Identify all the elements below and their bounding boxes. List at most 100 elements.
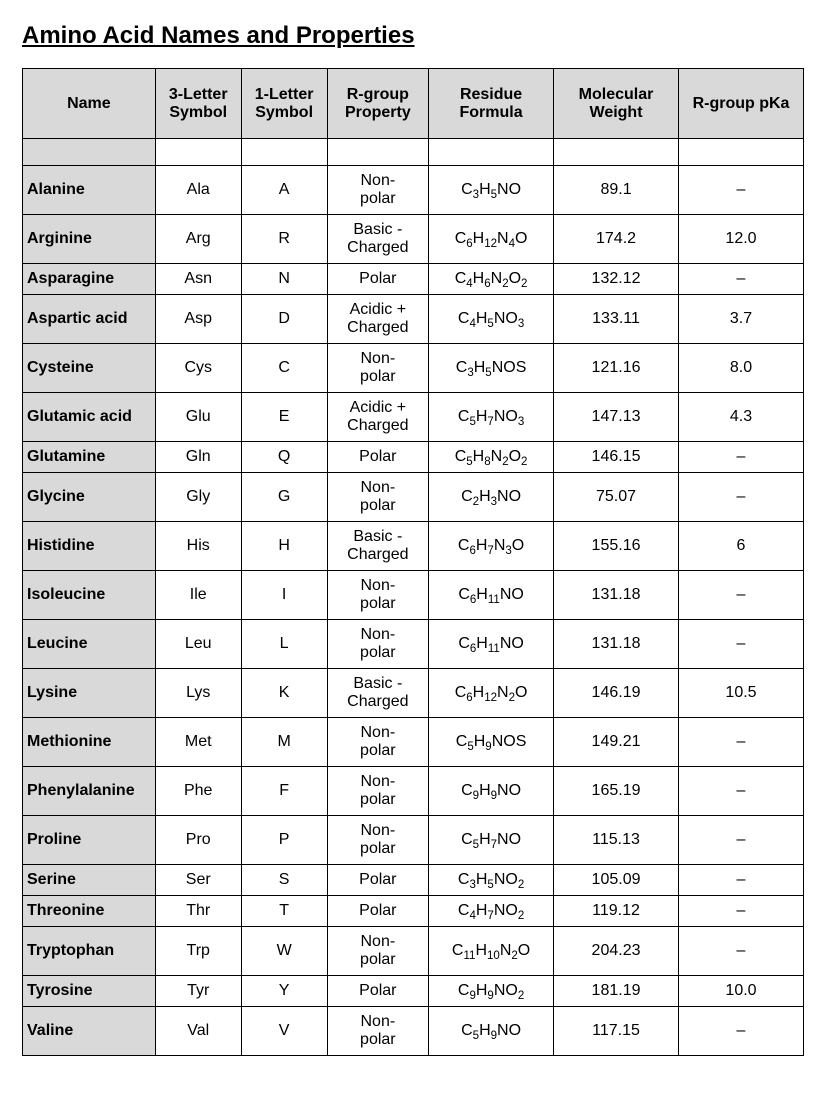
cell-1letter: F (241, 767, 327, 816)
cell-mw: 181.19 (554, 976, 679, 1007)
cell-1letter: T (241, 896, 327, 927)
cell-3letter: Thr (155, 896, 241, 927)
table-row: MethionineMetMNon-polarC5H9NOS149.21– (23, 718, 804, 767)
cell-pka: – (679, 620, 804, 669)
cell-pka: 6 (679, 522, 804, 571)
cell-3letter: Met (155, 718, 241, 767)
cell-1letter: E (241, 393, 327, 442)
cell-3letter: Gly (155, 473, 241, 522)
cell-pka: – (679, 865, 804, 896)
cell-rgroup: Basic -Charged (327, 522, 429, 571)
cell-name: Cysteine (23, 344, 156, 393)
cell-name: Threonine (23, 896, 156, 927)
cell-pka: 10.5 (679, 669, 804, 718)
cell-formula: C4H6N2O2 (429, 264, 554, 295)
cell-mw: 115.13 (554, 816, 679, 865)
cell-pka: 12.0 (679, 215, 804, 264)
cell-mw: 89.1 (554, 166, 679, 215)
cell-mw: 121.16 (554, 344, 679, 393)
col-header-name: Name (23, 69, 156, 139)
cell-formula: C6H12N2O (429, 669, 554, 718)
cell-1letter: V (241, 1007, 327, 1056)
cell-pka: – (679, 816, 804, 865)
page-title: Amino Acid Names and Properties (22, 22, 804, 50)
cell-formula: C11H10N2O (429, 927, 554, 976)
cell-pka: – (679, 264, 804, 295)
cell-pka: – (679, 442, 804, 473)
cell-pka: – (679, 896, 804, 927)
table-row: GlycineGlyGNon-polarC2H3NO75.07– (23, 473, 804, 522)
cell-3letter: Lys (155, 669, 241, 718)
table-row: ArginineArgRBasic -ChargedC6H12N4O174.21… (23, 215, 804, 264)
cell-pka: – (679, 927, 804, 976)
cell-mw: 149.21 (554, 718, 679, 767)
cell-formula: C5H9NO (429, 1007, 554, 1056)
cell-3letter: His (155, 522, 241, 571)
cell-pka: – (679, 1007, 804, 1056)
cell-rgroup: Non-polar (327, 166, 429, 215)
cell-pka: 3.7 (679, 295, 804, 344)
cell-formula: C3H5NO (429, 166, 554, 215)
cell-mw: 117.15 (554, 1007, 679, 1056)
cell-3letter: Val (155, 1007, 241, 1056)
cell-mw: 119.12 (554, 896, 679, 927)
cell-rgroup: Non-polar (327, 344, 429, 393)
cell-name: Serine (23, 865, 156, 896)
cell-mw: 174.2 (554, 215, 679, 264)
cell-formula: C3H5NOS (429, 344, 554, 393)
col-header-mw: Molecular Weight (554, 69, 679, 139)
cell-rgroup: Non-polar (327, 571, 429, 620)
cell-formula: C4H7NO2 (429, 896, 554, 927)
cell-formula: C9H9NO (429, 767, 554, 816)
cell-1letter: H (241, 522, 327, 571)
cell-name: Alanine (23, 166, 156, 215)
cell-mw: 146.15 (554, 442, 679, 473)
cell-pka: 8.0 (679, 344, 804, 393)
col-header-formula: Residue Formula (429, 69, 554, 139)
cell-1letter: K (241, 669, 327, 718)
cell-mw: 75.07 (554, 473, 679, 522)
cell-1letter: Q (241, 442, 327, 473)
cell-name: Phenylalanine (23, 767, 156, 816)
cell-mw: 131.18 (554, 620, 679, 669)
cell-3letter: Gln (155, 442, 241, 473)
cell-3letter: Tyr (155, 976, 241, 1007)
cell-name: Tryptophan (23, 927, 156, 976)
cell-3letter: Asp (155, 295, 241, 344)
table-row: TryptophanTrpWNon-polarC11H10N2O204.23– (23, 927, 804, 976)
table-body: AlanineAlaANon-polarC3H5NO89.1–ArginineA… (23, 139, 804, 1056)
cell-pka: 4.3 (679, 393, 804, 442)
cell-rgroup: Non-polar (327, 927, 429, 976)
cell-name: Asparagine (23, 264, 156, 295)
cell-pka: – (679, 767, 804, 816)
cell-name: Glutamic acid (23, 393, 156, 442)
table-row: GlutamineGlnQPolarC5H8N2O2146.15– (23, 442, 804, 473)
cell-1letter: I (241, 571, 327, 620)
cell-mw: 105.09 (554, 865, 679, 896)
col-header-3letter: 3-Letter Symbol (155, 69, 241, 139)
table-row: ThreonineThrTPolarC4H7NO2119.12– (23, 896, 804, 927)
cell-formula: C6H12N4O (429, 215, 554, 264)
cell-mw: 204.23 (554, 927, 679, 976)
cell-3letter: Glu (155, 393, 241, 442)
cell-name: Histidine (23, 522, 156, 571)
cell-3letter: Asn (155, 264, 241, 295)
cell-rgroup: Non-polar (327, 767, 429, 816)
cell-3letter: Leu (155, 620, 241, 669)
table-row: ValineValVNon-polarC5H9NO117.15– (23, 1007, 804, 1056)
cell-1letter: L (241, 620, 327, 669)
cell-name: Isoleucine (23, 571, 156, 620)
cell-rgroup: Non-polar (327, 1007, 429, 1056)
cell-formula: C6H11NO (429, 620, 554, 669)
cell-1letter: M (241, 718, 327, 767)
cell-name: Arginine (23, 215, 156, 264)
cell-formula: C5H7NO3 (429, 393, 554, 442)
table-row: TyrosineTyrYPolarC9H9NO2181.1910.0 (23, 976, 804, 1007)
cell-rgroup: Non-polar (327, 620, 429, 669)
table-row: HistidineHisHBasic -ChargedC6H7N3O155.16… (23, 522, 804, 571)
cell-3letter: Ile (155, 571, 241, 620)
cell-1letter: N (241, 264, 327, 295)
cell-1letter: R (241, 215, 327, 264)
cell-1letter: P (241, 816, 327, 865)
cell-rgroup: Acidic +Charged (327, 295, 429, 344)
